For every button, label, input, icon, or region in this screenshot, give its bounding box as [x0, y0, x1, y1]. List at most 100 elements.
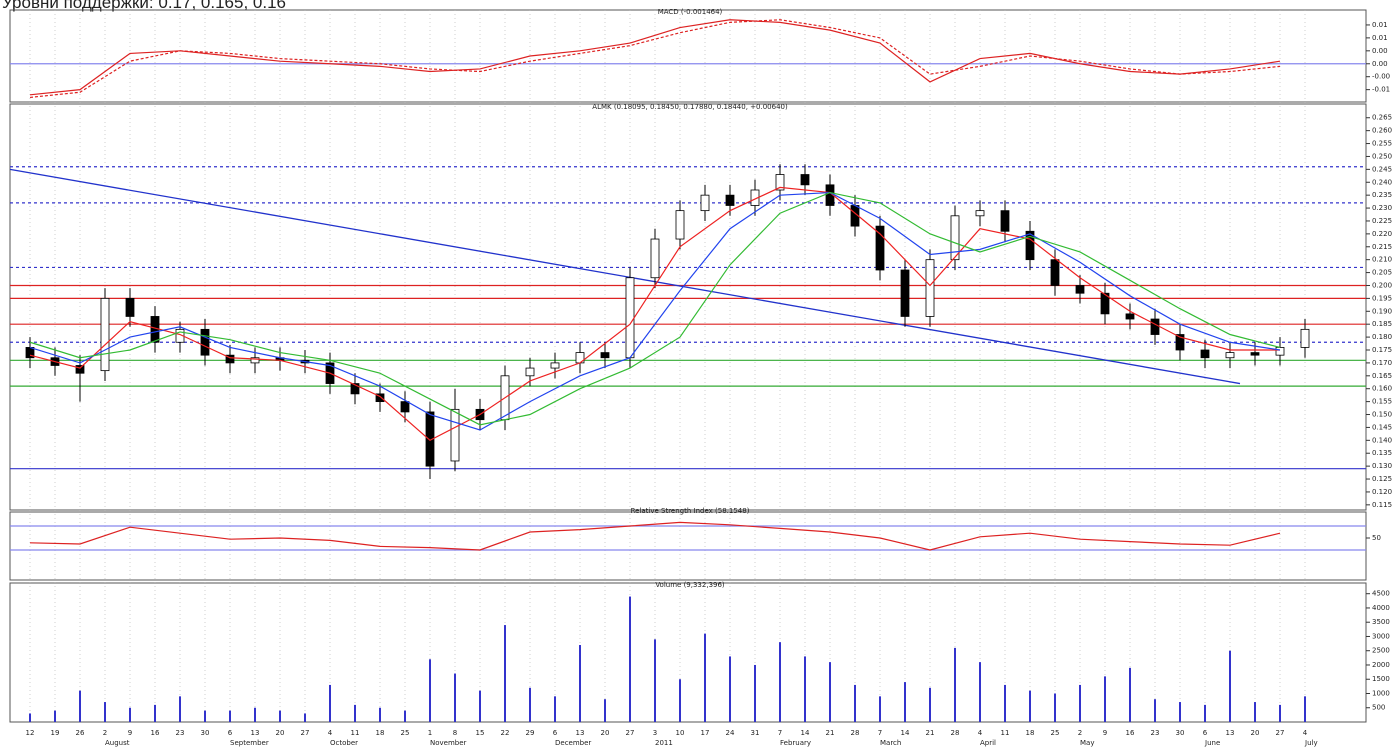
- y-tick-label: 50: [1372, 534, 1381, 542]
- volume-bar: [1179, 702, 1181, 722]
- volume-bar: [729, 656, 731, 722]
- volume-bar: [654, 639, 656, 722]
- candle-body: [775, 174, 785, 191]
- volume-bar: [1104, 676, 1106, 722]
- series-line: [29, 19, 1281, 96]
- x-tick-label: 21: [826, 729, 835, 737]
- x-tick-label: 7: [878, 729, 882, 737]
- x-month-label: December: [555, 739, 591, 747]
- y-tick-label: 0.170: [1372, 359, 1392, 367]
- x-tick-label: 28: [851, 729, 860, 737]
- x-month-label: March: [880, 739, 901, 747]
- x-month-label: 2011: [655, 739, 673, 747]
- candle-body: [100, 297, 110, 372]
- y-tick-label: 0.165: [1372, 372, 1392, 380]
- candle-body: [1000, 210, 1010, 232]
- x-month-label: October: [330, 739, 358, 747]
- volume-bar: [204, 710, 206, 722]
- y-tick-label: 0.220: [1372, 230, 1392, 238]
- y-tick-label: 4000: [1372, 604, 1390, 612]
- volume-bar: [954, 647, 956, 722]
- candle-body: [800, 174, 810, 186]
- y-tick-label: 0.225: [1372, 217, 1392, 225]
- y-tick-label: 0.175: [1372, 346, 1392, 354]
- volume-bar: [554, 696, 556, 722]
- x-month-label: May: [1080, 739, 1094, 747]
- x-tick-label: 18: [1026, 729, 1035, 737]
- candle-body: [950, 215, 960, 261]
- x-tick-label: 31: [751, 729, 760, 737]
- candle-body: [425, 411, 435, 467]
- y-tick-label: 0.00: [1372, 47, 1388, 55]
- volume-bar: [454, 673, 456, 722]
- candle-body: [350, 383, 360, 395]
- y-tick-label: 2000: [1372, 661, 1390, 669]
- x-tick-label: 21: [926, 729, 935, 737]
- volume-bar: [1254, 702, 1256, 722]
- panel-title: MACD (-0.001464): [658, 8, 723, 16]
- y-tick-label: 0.190: [1372, 307, 1392, 315]
- x-tick-label: 11: [1001, 729, 1010, 737]
- panel-title: Volume (9,332,396): [655, 581, 725, 589]
- candle-body: [75, 365, 85, 374]
- volume-bar: [1279, 704, 1281, 722]
- x-tick-label: 7: [778, 729, 782, 737]
- x-tick-label: 12: [26, 729, 35, 737]
- candle-body: [1225, 352, 1235, 359]
- candle-body: [1050, 259, 1060, 286]
- y-tick-label: 0.255: [1372, 140, 1392, 148]
- x-tick-label: 9: [128, 729, 132, 737]
- volume-bar: [104, 702, 106, 722]
- x-tick-label: 23: [176, 729, 185, 737]
- candle-body: [1200, 349, 1210, 359]
- volume-bar: [754, 664, 756, 722]
- volume-bar: [504, 625, 506, 722]
- y-tick-label: 0.145: [1372, 423, 1392, 431]
- x-month-label: November: [430, 739, 467, 747]
- y-tick-label: 2500: [1372, 647, 1390, 655]
- candle-body: [200, 328, 210, 356]
- volume-bar: [129, 707, 131, 722]
- x-month-label: August: [105, 739, 130, 747]
- y-tick-label: 0.135: [1372, 449, 1392, 457]
- candle-body: [225, 354, 235, 364]
- x-tick-label: 11: [351, 729, 360, 737]
- volume-bar: [879, 696, 881, 722]
- volume-bar: [1204, 704, 1206, 722]
- x-tick-label: 13: [1226, 729, 1235, 737]
- y-tick-label: 0.125: [1372, 475, 1392, 483]
- panel-title: ALMK (0.18095, 0.18450, 0.17880, 0.18440…: [592, 103, 788, 111]
- candle-body: [1250, 352, 1260, 356]
- x-tick-label: 30: [201, 729, 210, 737]
- volume-bar: [854, 684, 856, 722]
- x-tick-label: 20: [276, 729, 285, 737]
- x-tick-label: 9: [1103, 729, 1107, 737]
- y-tick-label: 0.01: [1372, 21, 1388, 29]
- volume-bar: [604, 699, 606, 722]
- x-tick-label: 13: [251, 729, 260, 737]
- y-tick-label: 0.235: [1372, 191, 1392, 199]
- y-tick-label: -0.00: [1372, 73, 1390, 81]
- x-tick-label: 25: [401, 729, 410, 737]
- candle-body: [600, 352, 610, 359]
- x-tick-label: 18: [376, 729, 385, 737]
- x-tick-label: 17: [701, 729, 710, 737]
- candle-body: [1175, 334, 1185, 351]
- header-text: Уровни поддержки: 0.17, 0.165, 0.16: [2, 0, 286, 12]
- series-line: [29, 191, 1281, 431]
- panel-title: Relative Strength Index (58.1548): [631, 507, 750, 515]
- volume-bar: [704, 633, 706, 722]
- x-month-label: July: [1304, 739, 1318, 747]
- candle-body: [250, 357, 260, 364]
- volume-bar: [1154, 699, 1156, 722]
- volume-bar: [904, 682, 906, 722]
- volume-bar: [1304, 696, 1306, 722]
- volume-bar: [479, 690, 481, 722]
- candle-body: [1075, 285, 1085, 294]
- series-line: [29, 191, 1281, 426]
- candle-body: [875, 225, 885, 271]
- candle-body: [125, 297, 135, 317]
- y-tick-label: 0.230: [1372, 204, 1392, 212]
